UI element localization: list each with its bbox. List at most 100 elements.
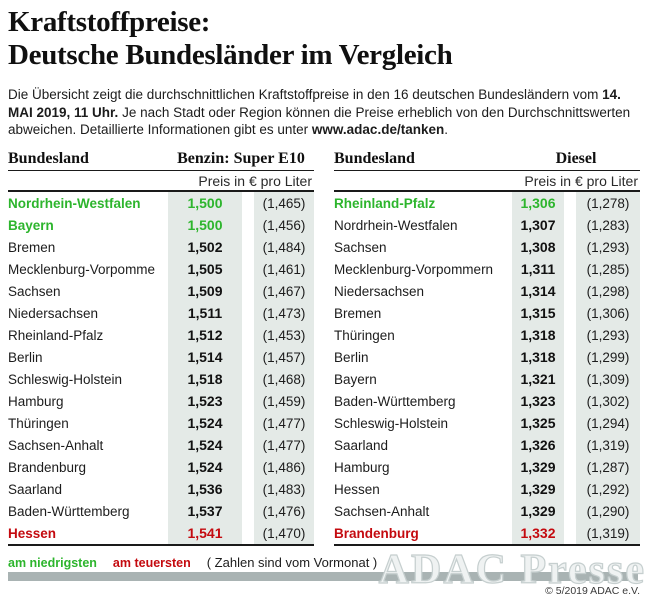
state-name: Schleswig-Holstein — [8, 371, 123, 387]
table-row: Baden-Württemberg 1,323 (1,302) — [334, 390, 640, 412]
intro-text: Die Übersicht zeigt die durchschnittlich… — [8, 86, 642, 139]
state-name: Saarland — [8, 481, 63, 497]
previous-month-value: (1,484) — [254, 236, 314, 258]
table-row: Brandenburg 1,332 (1,319) — [334, 522, 640, 544]
price-value: 1,518 — [168, 368, 242, 390]
state-name: Baden-Württemberg — [334, 393, 456, 409]
legend: am niedrigsten am teuersten ( Zahlen sin… — [8, 555, 377, 570]
price-value: 1,524 — [168, 456, 242, 478]
diesel-table-body: Rheinland-Pfalz 1,306 (1,278) Nordrhein-… — [334, 192, 640, 546]
state-name: Hamburg — [8, 393, 64, 409]
price-value: 1,524 — [168, 412, 242, 434]
price-value: 1,332 — [512, 522, 564, 544]
state-name: Sachsen-Anhalt — [334, 503, 430, 519]
price-value: 1,306 — [512, 192, 564, 214]
previous-month-value: (1,477) — [254, 434, 314, 456]
state-name: Rheinland-Pfalz — [8, 327, 104, 343]
previous-month-value: (1,457) — [254, 346, 314, 368]
price-value: 1,537 — [168, 500, 242, 522]
table-row: Saarland 1,536 (1,483) — [8, 478, 314, 500]
price-value: 1,329 — [512, 478, 564, 500]
previous-month-value: (1,477) — [254, 412, 314, 434]
price-value: 1,329 — [512, 456, 564, 478]
copyright-notice: © 5/2019 ADAC e.V. — [545, 585, 640, 597]
state-name: Rheinland-Pfalz — [334, 195, 436, 211]
previous-month-value: (1,309) — [576, 368, 640, 390]
previous-month-value: (1,467) — [254, 280, 314, 302]
table-row: Niedersachsen 1,314 (1,298) — [334, 280, 640, 302]
previous-month-value: (1,473) — [254, 302, 314, 324]
table-row: Saarland 1,326 (1,319) — [334, 434, 640, 456]
previous-month-value: (1,285) — [576, 258, 640, 280]
table-row: Berlin 1,514 (1,457) — [8, 346, 314, 368]
table-row: Berlin 1,318 (1,299) — [334, 346, 640, 368]
price-value: 1,329 — [512, 500, 564, 522]
previous-month-value: (1,470) — [254, 522, 314, 544]
state-name: Nordrhein-Westfalen — [8, 195, 141, 211]
price-value: 1,500 — [168, 192, 242, 214]
state-name: Mecklenburg-Vorpommern — [8, 261, 156, 277]
previous-month-value: (1,283) — [576, 214, 640, 236]
previous-month-value: (1,319) — [576, 434, 640, 456]
state-name: Niedersachsen — [8, 305, 99, 321]
price-value: 1,323 — [512, 390, 564, 412]
state-name: Bayern — [8, 217, 54, 233]
table-row: Rheinland-Pfalz 1,512 (1,453) — [8, 324, 314, 346]
benzin-table-header: Bundesland Benzin: Super E10 — [8, 149, 314, 171]
price-value: 1,524 — [168, 434, 242, 456]
table-row: Hamburg 1,523 (1,459) — [8, 390, 314, 412]
state-name: Thüringen — [8, 415, 69, 431]
previous-month-value: (1,287) — [576, 456, 640, 478]
benzin-table-body: Nordrhein-Westfalen 1,500 (1,465) Bayern… — [8, 192, 314, 546]
column-header-diesel: Diesel — [555, 150, 597, 167]
table-row: Thüringen 1,524 (1,477) — [8, 412, 314, 434]
state-name: Berlin — [334, 349, 369, 365]
legend-note: ( Zahlen sind vom Vormonat ) — [206, 555, 378, 570]
unit-label: Preis in € pro Liter — [524, 172, 638, 189]
benzin-table-subheader: Preis in € pro Liter — [8, 171, 314, 192]
price-value: 1,307 — [512, 214, 564, 236]
column-header-bundesland: Bundesland — [8, 150, 89, 167]
table-row: Thüringen 1,318 (1,293) — [334, 324, 640, 346]
price-value: 1,523 — [168, 390, 242, 412]
state-name: Hamburg — [334, 459, 390, 475]
column-header-benzin: Benzin: Super E10 — [177, 150, 305, 167]
previous-month-value: (1,461) — [254, 258, 314, 280]
state-name: Baden-Württemberg — [8, 503, 130, 519]
price-value: 1,541 — [168, 522, 242, 544]
intro-part1: Die Übersicht zeigt die durchschnittlich… — [8, 87, 603, 102]
price-value: 1,318 — [512, 346, 564, 368]
unit-label: Preis in € pro Liter — [198, 172, 312, 189]
price-value: 1,318 — [512, 324, 564, 346]
diesel-table-subheader: Preis in € pro Liter — [334, 171, 640, 192]
state-name: Saarland — [334, 437, 389, 453]
price-value: 1,536 — [168, 478, 242, 500]
previous-month-value: (1,476) — [254, 500, 314, 522]
state-name: Schleswig-Holstein — [334, 415, 449, 431]
previous-month-value: (1,292) — [576, 478, 640, 500]
table-row: Bayern 1,321 (1,309) — [334, 368, 640, 390]
price-value: 1,514 — [168, 346, 242, 368]
previous-month-value: (1,319) — [576, 522, 640, 544]
table-row: Schleswig-Holstein 1,518 (1,468) — [8, 368, 314, 390]
price-value: 1,509 — [168, 280, 242, 302]
table-row: Mecklenburg-Vorpommern 1,311 (1,285) — [334, 258, 640, 280]
table-row: Hessen 1,329 (1,292) — [334, 478, 640, 500]
state-name: Sachsen — [8, 283, 61, 299]
previous-month-value: (1,293) — [576, 324, 640, 346]
table-row: Rheinland-Pfalz 1,306 (1,278) — [334, 192, 640, 214]
previous-month-value: (1,278) — [576, 192, 640, 214]
state-name: Brandenburg — [334, 525, 419, 541]
previous-month-value: (1,456) — [254, 214, 314, 236]
previous-month-value: (1,483) — [254, 478, 314, 500]
previous-month-value: (1,290) — [576, 500, 640, 522]
table-row: Hamburg 1,329 (1,287) — [334, 456, 640, 478]
state-name: Hessen — [334, 481, 380, 497]
price-value: 1,314 — [512, 280, 564, 302]
price-value: 1,325 — [512, 412, 564, 434]
state-name: Bremen — [334, 305, 382, 321]
previous-month-value: (1,459) — [254, 390, 314, 412]
price-value: 1,315 — [512, 302, 564, 324]
state-name: Sachsen-Anhalt — [8, 437, 104, 453]
